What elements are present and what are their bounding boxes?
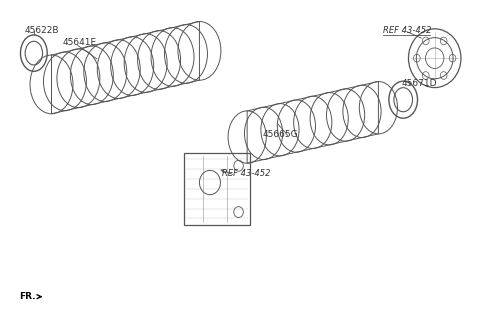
Text: 45671D: 45671D bbox=[401, 79, 437, 88]
Text: FR.: FR. bbox=[20, 292, 36, 301]
Text: 45665G: 45665G bbox=[263, 130, 299, 139]
Text: 45622B: 45622B bbox=[24, 26, 59, 35]
Text: REF 43-452: REF 43-452 bbox=[222, 169, 270, 178]
Text: 45641E: 45641E bbox=[62, 38, 96, 47]
Text: REF 43-452: REF 43-452 bbox=[383, 26, 432, 35]
